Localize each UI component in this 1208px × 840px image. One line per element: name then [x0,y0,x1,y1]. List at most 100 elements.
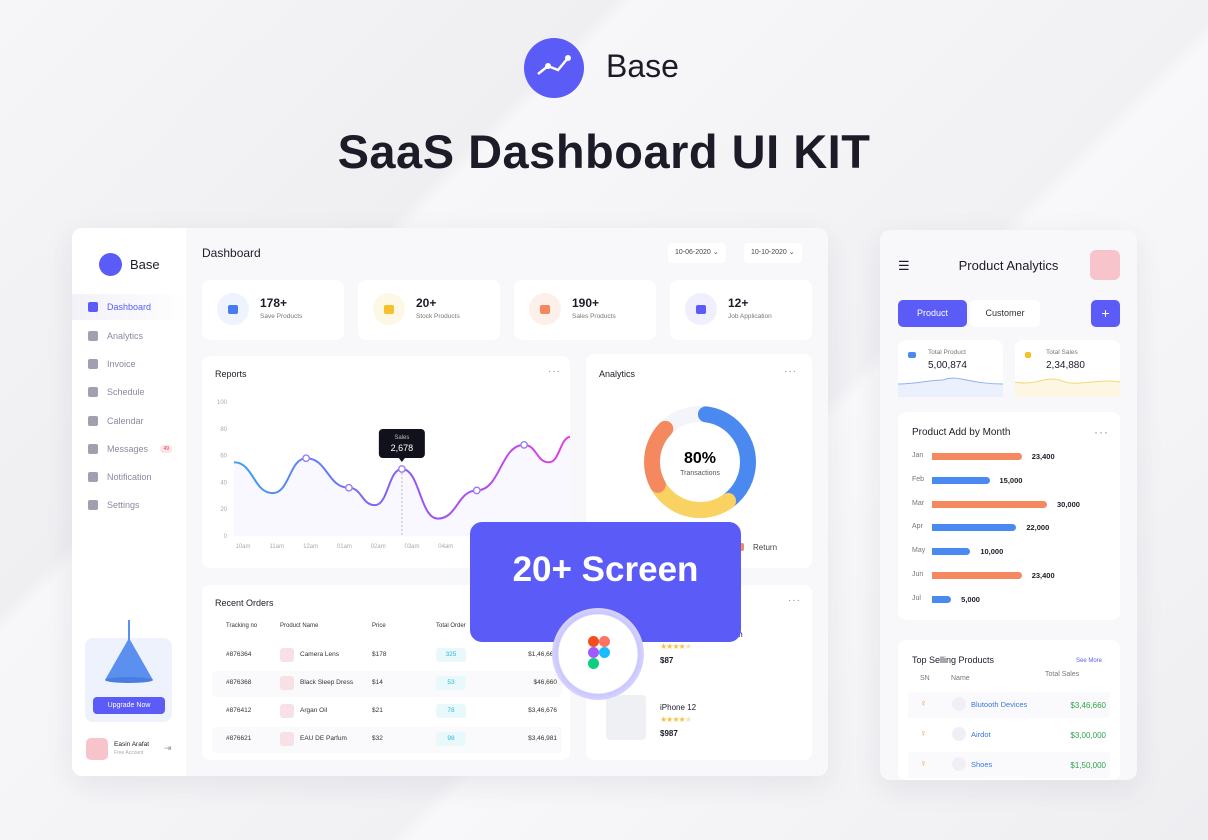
product-name[interactable]: Blutooth Devices [971,700,1028,709]
product-name: EAU DE Parfum [300,735,347,742]
reports-line-chart: 0 20 40 60 80 100 10am 11am 12am 01am 02am 03am 04am… [217,400,570,550]
x-tick-label: 04am [438,544,453,550]
data-point [520,440,529,449]
tracking-no: #876364 [226,651,252,658]
product-thumbnail [280,676,294,690]
product-thumbnail [280,648,294,662]
product-name: Black Sleep Dress [300,679,354,686]
data-point [345,483,353,492]
column-header[interactable]: Tracking no [226,623,258,629]
stat-card: 178+ Save Products [202,280,344,340]
add-button[interactable]: + [1091,300,1120,327]
tab-product[interactable]: Product [898,300,967,327]
sidebar-item-label: Calendar [107,416,144,426]
grid-icon [88,302,98,312]
bar-chart-title: Product Add by Month [912,427,1011,438]
tab-customer[interactable]: Customer [970,300,1040,327]
sidebar-item-messages[interactable]: Messages 49 [72,436,186,462]
sidebar-logo-text: Base [130,257,160,272]
page-title: Dashboard [202,246,261,260]
figma-icon [588,636,610,669]
column-total-sales[interactable]: Total Sales [1045,671,1080,678]
logout-icon[interactable]: ⇥ [164,743,172,753]
table-row[interactable]: #876368 Black Sleep Dress $14 53 $46,660 [212,671,562,697]
sales-icon [1025,352,1031,358]
tooltip-value: 2,678 [391,443,414,453]
column-header[interactable]: Product Name [280,623,319,629]
calendar-icon [88,416,98,426]
bar [932,572,1022,579]
date-to-select[interactable]: 10-10-2020 ⌄ [744,243,802,263]
date-from-value: 10-06-2020 [675,249,711,256]
tracking-no: #876621 [226,735,252,742]
rating-stars: ★★★★★ [660,715,692,724]
total-amount: $3,46,676 [528,707,557,714]
total-product-sparkline [898,377,1003,397]
stat-value: 12+ [728,296,749,310]
product-name[interactable]: Shoes [971,760,993,769]
upgrade-now-button[interactable]: Upgrade Now [93,697,165,714]
award-icon: ♀ [920,758,927,768]
product-name: Camera Lens [300,651,340,658]
column-header[interactable]: Total Order [436,623,466,629]
total-sales-card: Total Sales 2,34,880 [1015,340,1120,397]
tracking-no: #876368 [226,679,252,686]
table-row[interactable]: ♀ Shoes $1,50,000 [908,752,1110,778]
reports-menu-button[interactable]: ··· [548,366,561,377]
reports-title: Reports [215,369,247,379]
sidebar-item-notification[interactable]: Notification [72,464,186,490]
total-amount: $46,660 [533,679,558,686]
product-name: Argan Oil [300,707,328,714]
briefcase-icon [685,293,717,325]
gear-icon [88,500,98,510]
analytics-title: Analytics [599,369,636,379]
table-row[interactable]: #876621 EAU DE Parfum $32 98 $3,46,981 [212,727,562,753]
bar-label: Jan [912,452,924,459]
top-products-menu-button[interactable]: ··· [788,595,801,606]
date-from-select[interactable]: 10-06-2020 ⌄ [668,243,726,263]
sidebar-item-dashboard[interactable]: Dashboard [72,294,186,320]
sidebar-item-invoice[interactable]: Invoice [72,351,186,377]
stat-label: Stock Products [416,313,460,320]
product-thumbnail [280,732,294,746]
y-tick-label: 20 [220,507,227,513]
column-name[interactable]: Name [951,675,970,682]
product-name[interactable]: Airdot [971,730,991,739]
y-tick-label: 0 [224,534,228,540]
column-sn[interactable]: SN [920,675,930,682]
messages-icon [88,444,98,454]
sidebar-item-calendar[interactable]: Calendar [72,408,186,434]
bar-chart-menu-button[interactable]: ··· [1094,425,1109,439]
stat-value: 20+ [416,296,437,310]
sidebar-item-analytics[interactable]: Analytics [72,323,186,349]
menu-icon[interactable]: ☰ [898,258,910,273]
table-row[interactable]: ♀ Airdot $3,00,000 [908,722,1110,748]
bar [932,548,971,556]
product-icon [908,352,916,358]
product-add-card: Product Add by Month ··· Jan 23,400 Feb 15,… [898,412,1120,620]
data-point [472,486,481,495]
avatar[interactable] [86,738,108,760]
column-header[interactable]: Price [372,623,386,629]
mobile-title: Product Analytics [958,258,1059,273]
sidebar-item-settings[interactable]: Settings [72,492,186,518]
sales-value: $3,46,660 [1070,701,1106,710]
avatar[interactable] [1090,250,1120,280]
total-order: 53 [436,676,466,690]
bar-label: Jun [912,571,924,578]
user-name: Easin Arafat [114,741,150,748]
user-plan: Free Account [114,750,144,756]
brand-logo [524,38,584,98]
sidebar-item-label: Invoice [107,359,136,369]
data-point [397,465,406,473]
donut-label: Transactions [680,470,720,477]
see-more-link[interactable]: See More [1076,658,1103,664]
top-selling-title: Top Selling Products [912,655,995,665]
table-row[interactable]: #876364 Camera Lens $178 325 $1,46,660 [212,643,562,669]
table-row[interactable]: #876412 Argan Oil $21 78 $3,46,676 [212,699,562,725]
sidebar-item-schedule[interactable]: Schedule [72,379,186,405]
analytics-menu-button[interactable]: ··· [784,366,797,377]
lamp-icon [105,620,153,683]
table-row[interactable]: ♀ Blutooth Devices $3,46,660 [908,692,1110,718]
price: $14 [372,679,383,686]
